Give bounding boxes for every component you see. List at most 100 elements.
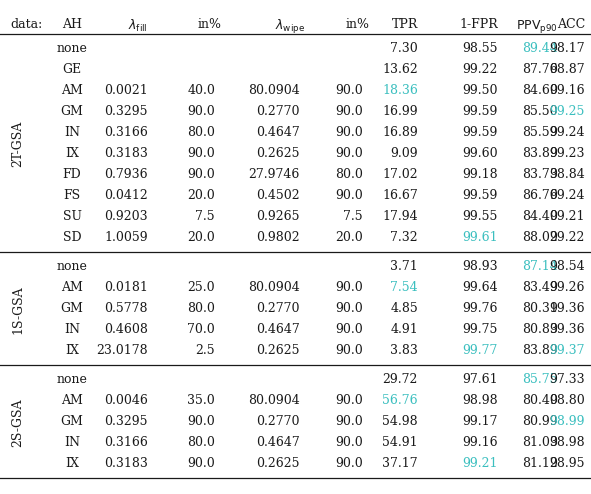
Text: 0.3295: 0.3295 — [105, 105, 148, 118]
Text: data:: data: — [10, 18, 42, 31]
Text: 90.0: 90.0 — [335, 323, 363, 336]
Text: 80.40: 80.40 — [522, 394, 558, 407]
Text: 80.0904: 80.0904 — [248, 281, 300, 294]
Text: 99.59: 99.59 — [463, 189, 498, 202]
Text: 85.59: 85.59 — [522, 126, 558, 139]
Text: 81.12: 81.12 — [522, 457, 558, 470]
Text: 90.0: 90.0 — [335, 147, 363, 160]
Text: 84.40: 84.40 — [522, 210, 558, 223]
Text: 0.4608: 0.4608 — [104, 323, 148, 336]
Text: 90.0: 90.0 — [335, 415, 363, 428]
Text: 99.50: 99.50 — [463, 84, 498, 97]
Text: 80.0904: 80.0904 — [248, 394, 300, 407]
Text: SD: SD — [63, 231, 82, 244]
Text: 13.62: 13.62 — [382, 63, 418, 76]
Text: 0.7936: 0.7936 — [105, 168, 148, 181]
Text: AH: AH — [62, 18, 82, 31]
Text: 85.75: 85.75 — [522, 373, 558, 386]
Text: 99.60: 99.60 — [462, 147, 498, 160]
Text: 83.73: 83.73 — [522, 168, 558, 181]
Text: 99.16: 99.16 — [462, 436, 498, 449]
Text: 0.2770: 0.2770 — [256, 302, 300, 315]
Text: 98.99: 98.99 — [550, 415, 585, 428]
Text: 54.91: 54.91 — [382, 436, 418, 449]
Text: 0.2625: 0.2625 — [256, 147, 300, 160]
Text: 80.83: 80.83 — [522, 323, 558, 336]
Text: 99.36: 99.36 — [550, 323, 585, 336]
Text: 0.4647: 0.4647 — [256, 323, 300, 336]
Text: 0.3183: 0.3183 — [104, 147, 148, 160]
Text: 18.36: 18.36 — [382, 84, 418, 97]
Text: FD: FD — [63, 168, 82, 181]
Text: 99.23: 99.23 — [550, 147, 585, 160]
Text: 88.02: 88.02 — [522, 231, 558, 244]
Text: 0.4502: 0.4502 — [256, 189, 300, 202]
Text: 0.0021: 0.0021 — [104, 84, 148, 97]
Text: 98.80: 98.80 — [549, 394, 585, 407]
Text: 80.0904: 80.0904 — [248, 84, 300, 97]
Text: 90.0: 90.0 — [187, 457, 215, 470]
Text: FS: FS — [63, 189, 80, 202]
Text: $\lambda_{\rm wipe}$: $\lambda_{\rm wipe}$ — [275, 18, 305, 36]
Text: 99.37: 99.37 — [550, 344, 585, 357]
Text: 2.5: 2.5 — [196, 344, 215, 357]
Text: 99.76: 99.76 — [463, 302, 498, 315]
Text: in%: in% — [198, 18, 222, 31]
Text: 0.0046: 0.0046 — [104, 394, 148, 407]
Text: 90.0: 90.0 — [335, 105, 363, 118]
Text: 98.17: 98.17 — [550, 42, 585, 55]
Text: none: none — [57, 42, 87, 55]
Text: 4.85: 4.85 — [390, 302, 418, 315]
Text: 7.32: 7.32 — [391, 231, 418, 244]
Text: 90.0: 90.0 — [335, 281, 363, 294]
Text: IN: IN — [64, 436, 80, 449]
Text: 0.9802: 0.9802 — [256, 231, 300, 244]
Text: GM: GM — [60, 105, 83, 118]
Text: IN: IN — [64, 126, 80, 139]
Text: 0.3183: 0.3183 — [104, 457, 148, 470]
Text: 90.0: 90.0 — [335, 84, 363, 97]
Text: 99.75: 99.75 — [463, 323, 498, 336]
Text: none: none — [57, 373, 87, 386]
Text: TPR: TPR — [392, 18, 418, 31]
Text: 40.0: 40.0 — [187, 84, 215, 97]
Text: 98.93: 98.93 — [462, 260, 498, 273]
Text: GM: GM — [60, 415, 83, 428]
Text: 80.99: 80.99 — [522, 415, 558, 428]
Text: 56.76: 56.76 — [382, 394, 418, 407]
Text: 99.21: 99.21 — [550, 210, 585, 223]
Text: IN: IN — [64, 323, 80, 336]
Text: 29.72: 29.72 — [382, 373, 418, 386]
Text: GM: GM — [60, 302, 83, 315]
Text: 83.89: 83.89 — [522, 147, 558, 160]
Text: 86.76: 86.76 — [522, 189, 558, 202]
Text: 99.55: 99.55 — [463, 210, 498, 223]
Text: 81.03: 81.03 — [522, 436, 558, 449]
Text: 99.36: 99.36 — [550, 302, 585, 315]
Text: 99.24: 99.24 — [550, 126, 585, 139]
Text: 98.98: 98.98 — [550, 436, 585, 449]
Text: 98.55: 98.55 — [463, 42, 498, 55]
Text: 87.14: 87.14 — [522, 260, 558, 273]
Text: 35.0: 35.0 — [187, 394, 215, 407]
Text: 3.83: 3.83 — [390, 344, 418, 357]
Text: 90.0: 90.0 — [335, 126, 363, 139]
Text: 80.0: 80.0 — [187, 302, 215, 315]
Text: 0.2625: 0.2625 — [256, 457, 300, 470]
Text: 99.21: 99.21 — [463, 457, 498, 470]
Text: 3.71: 3.71 — [390, 260, 418, 273]
Text: 0.0181: 0.0181 — [104, 281, 148, 294]
Text: 0.9203: 0.9203 — [105, 210, 148, 223]
Text: 0.4647: 0.4647 — [256, 436, 300, 449]
Text: 98.98: 98.98 — [462, 394, 498, 407]
Text: 20.0: 20.0 — [187, 231, 215, 244]
Text: 25.0: 25.0 — [187, 281, 215, 294]
Text: in%: in% — [346, 18, 370, 31]
Text: 16.99: 16.99 — [382, 105, 418, 118]
Text: 70.0: 70.0 — [187, 323, 215, 336]
Text: 90.0: 90.0 — [187, 147, 215, 160]
Text: 98.87: 98.87 — [550, 63, 585, 76]
Text: 99.16: 99.16 — [550, 84, 585, 97]
Text: 80.0: 80.0 — [187, 436, 215, 449]
Text: 90.0: 90.0 — [335, 394, 363, 407]
